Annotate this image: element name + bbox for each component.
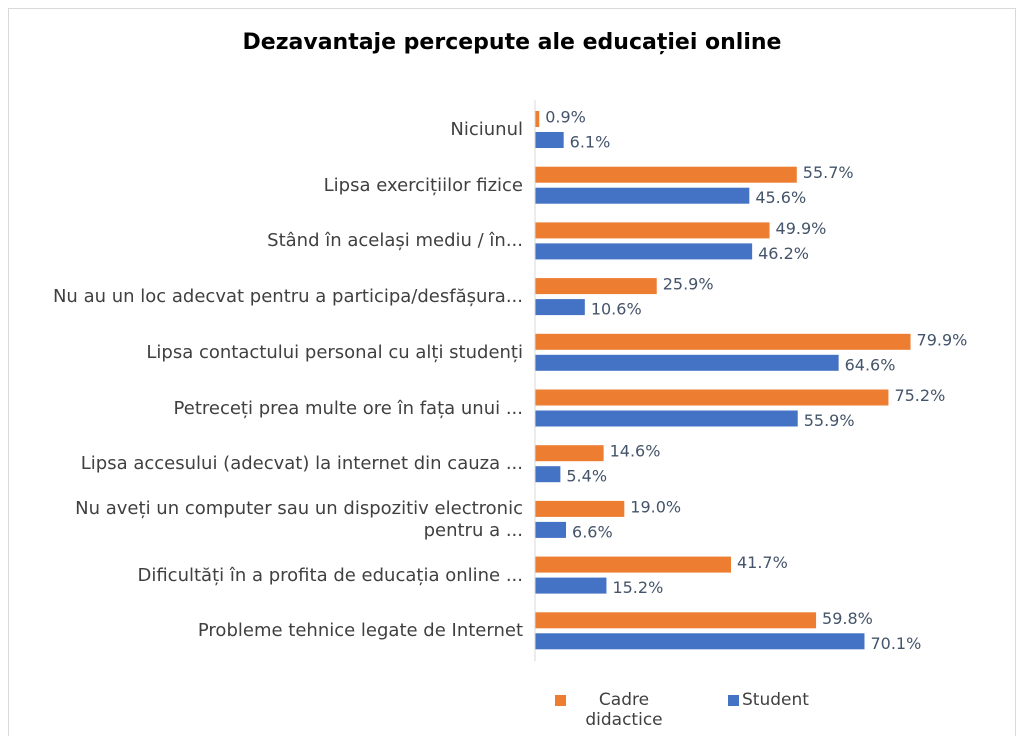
data-label: 19.0% bbox=[630, 497, 681, 516]
data-label: 15.2% bbox=[612, 578, 663, 597]
data-label: 0.9% bbox=[545, 108, 586, 127]
legend-label: Cadre didactice bbox=[585, 690, 663, 730]
bar bbox=[535, 243, 753, 260]
legend-swatch bbox=[728, 695, 739, 706]
legend-swatch bbox=[555, 695, 566, 706]
bar bbox=[535, 577, 607, 594]
bar bbox=[535, 466, 561, 483]
data-label: 49.9% bbox=[776, 219, 827, 238]
y-tick-label: Petreceți prea multe ore în fața unui ..… bbox=[173, 397, 523, 419]
bar bbox=[535, 410, 798, 427]
data-label: 59.8% bbox=[822, 609, 873, 628]
chart-border bbox=[8, 8, 1016, 736]
data-label: 6.6% bbox=[572, 522, 613, 541]
y-tick-label: Nu au un loc adecvat pentru a participa/… bbox=[52, 286, 523, 308]
bar bbox=[535, 166, 797, 183]
y-tick-label: Nu aveți un computer sau un dispozitiv e… bbox=[75, 497, 523, 541]
bar bbox=[535, 299, 585, 316]
data-label: 55.9% bbox=[804, 411, 855, 430]
bar bbox=[535, 222, 770, 239]
bar bbox=[535, 633, 865, 650]
y-tick-label: Probleme tehnice legate de Internet bbox=[197, 620, 523, 642]
y-tick-label: Niciunul bbox=[450, 119, 523, 140]
bar bbox=[535, 556, 731, 573]
data-label: 5.4% bbox=[566, 467, 607, 486]
data-label: 46.2% bbox=[758, 244, 809, 263]
bar bbox=[535, 354, 839, 371]
bar bbox=[535, 612, 817, 629]
y-tick-label: Lipsa contactului personal cu alți stude… bbox=[146, 341, 523, 363]
bar bbox=[535, 521, 567, 538]
bar bbox=[535, 187, 750, 204]
data-label: 45.6% bbox=[755, 188, 806, 207]
data-label: 55.7% bbox=[803, 163, 854, 182]
bar bbox=[535, 132, 564, 148]
legend-label: Student bbox=[742, 690, 809, 710]
data-label: 10.6% bbox=[591, 300, 642, 319]
y-tick-label: Dificultăți în a profita de educația onl… bbox=[137, 564, 523, 586]
bar bbox=[535, 111, 540, 127]
data-label: 75.2% bbox=[894, 386, 945, 405]
y-tick-label: Lipsa accesului (adecvat) la internet di… bbox=[80, 453, 523, 475]
data-label: 14.6% bbox=[610, 442, 661, 461]
chart-title: Dezavantaje percepute ale educației onli… bbox=[242, 30, 782, 55]
bar bbox=[535, 278, 657, 295]
data-label: 70.1% bbox=[870, 634, 921, 653]
bar bbox=[535, 333, 911, 350]
data-label: 79.9% bbox=[917, 330, 968, 349]
bar bbox=[535, 500, 625, 517]
y-tick-label: Stând în același mediu / în... bbox=[267, 230, 523, 252]
y-tick-label: Lipsa exercițiilor fizice bbox=[323, 174, 523, 196]
data-label: 64.6% bbox=[845, 355, 896, 374]
bar bbox=[535, 389, 889, 406]
data-label: 25.9% bbox=[663, 275, 714, 294]
data-label: 6.1% bbox=[570, 133, 611, 152]
data-label: 41.7% bbox=[737, 553, 788, 572]
bar bbox=[535, 445, 604, 462]
